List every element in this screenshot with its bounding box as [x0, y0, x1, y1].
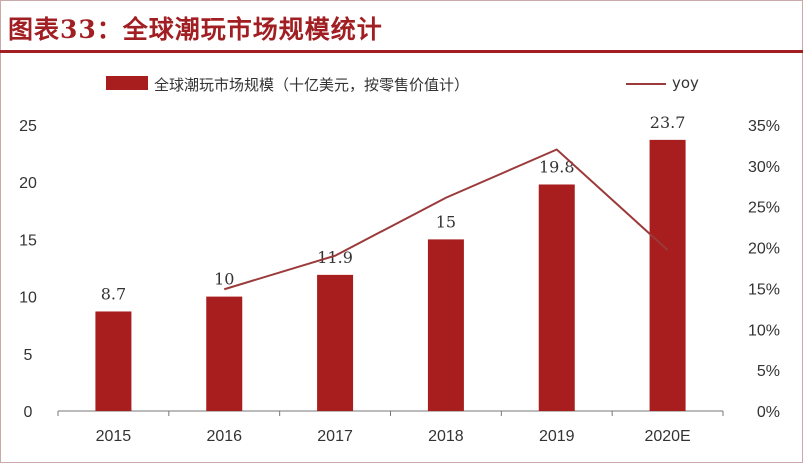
bar — [649, 139, 686, 411]
left-axis-tick-label: 5 — [24, 347, 33, 364]
bar — [427, 239, 464, 411]
right-axis-tick-label: 30% — [748, 159, 780, 176]
left-axis-tick-label: 15 — [19, 232, 37, 249]
right-axis-tick-label: 35% — [748, 118, 780, 135]
bar — [538, 184, 575, 411]
x-axis-tick-label: 2016 — [206, 428, 242, 445]
left-axis-tick-label: 0 — [24, 404, 33, 421]
bar-data-label: 23.7 — [650, 113, 686, 132]
chart-title: 图表33：全球潮玩市场规模统计 — [8, 15, 383, 44]
bar — [317, 274, 354, 411]
right-axis-tick-label: 20% — [748, 241, 780, 258]
bar-data-label: 10 — [214, 270, 234, 289]
bar-data-label: 8.7 — [101, 284, 126, 303]
right-axis-tick-label: 15% — [748, 281, 780, 298]
bar — [206, 296, 243, 411]
x-axis-tick-label: 2017 — [317, 428, 353, 445]
bar — [95, 311, 132, 411]
x-axis-tick-label: 2015 — [96, 428, 132, 445]
legend-bar-swatch — [106, 76, 148, 90]
legend: 全球潮玩市场规模（十亿美元，按零售价值计） yoy — [0, 72, 803, 96]
left-axis-tick-label: 25 — [19, 118, 37, 135]
left-axis-tick-label: 20 — [19, 175, 37, 192]
x-axis-tick-label: 2019 — [539, 428, 575, 445]
bar-data-label: 11.9 — [317, 248, 353, 267]
legend-line-label: yoy — [672, 74, 699, 92]
yoy-line — [223, 148, 669, 291]
right-axis-tick-label: 0% — [757, 404, 780, 421]
legend-line-swatch — [626, 83, 666, 85]
bar-data-label: 19.8 — [539, 157, 575, 176]
right-axis-tick-label: 25% — [748, 200, 780, 217]
right-axis-tick-label: 10% — [748, 322, 780, 339]
bar-data-label: 15 — [436, 212, 456, 231]
right-axis-tick-label: 5% — [757, 363, 780, 380]
legend-bar-label: 全球潮玩市场规模（十亿美元，按零售价值计） — [154, 76, 470, 94]
x-axis-tick-label: 2020E — [644, 428, 690, 445]
x-axis-tick-label: 2018 — [428, 428, 464, 445]
title-divider — [0, 50, 803, 53]
left-axis-tick-label: 10 — [19, 290, 37, 307]
